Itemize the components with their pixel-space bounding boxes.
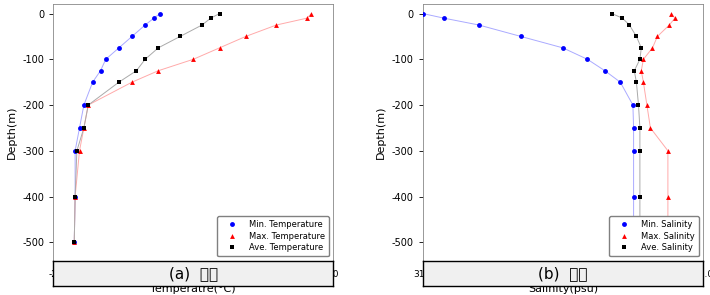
Max. Salinity (664, 240, 672, 244)
Legend: Min. Temperature, Max. Temperature, Ave. Temperature: Min. Temperature, Max. Temperature, Ave.… (217, 216, 329, 256)
Ave. Salinity (608, 12, 616, 15)
Max. Salinity (646, 126, 655, 130)
Max. Salinity (667, 12, 676, 15)
Max. Salinity (643, 103, 651, 107)
Ave. Salinity (635, 195, 644, 198)
X-axis label: Temperatre(°C): Temperatre(°C) (151, 284, 236, 294)
Ave. Salinity (637, 46, 645, 50)
Ave. Temperature (80, 126, 88, 130)
Max. Temperature (272, 23, 280, 27)
Legend: Min. Salinity, Max. Salinity, Ave. Salinity: Min. Salinity, Max. Salinity, Ave. Salin… (609, 216, 699, 256)
Min. Salinity (629, 149, 638, 153)
Max. Temperature (128, 81, 136, 84)
Max. Salinity (671, 17, 679, 20)
Ave. Temperature (215, 12, 224, 15)
Ave. Temperature (70, 240, 79, 244)
Line: Min. Temperature: Min. Temperature (72, 11, 163, 245)
Min. Salinity (439, 17, 448, 20)
Max. Temperature (71, 195, 80, 198)
Line: Min. Salinity: Min. Salinity (420, 11, 636, 245)
Ave. Salinity (632, 81, 640, 84)
Min. Temperature (128, 35, 136, 38)
Min. Salinity (629, 195, 638, 198)
Ave. Temperature (141, 58, 149, 61)
Max. Temperature (241, 35, 250, 38)
Min. Salinity (474, 23, 483, 27)
Ave. Salinity (635, 58, 644, 61)
Min. Salinity (583, 58, 591, 61)
Min. Temperature (71, 149, 80, 153)
Max. Salinity (639, 58, 648, 61)
Ave. Salinity (635, 240, 644, 244)
Ave. Temperature (84, 103, 92, 107)
Min. Salinity (559, 46, 567, 50)
Min. Temperature (70, 240, 79, 244)
Max. Salinity (648, 46, 657, 50)
Min. Salinity (517, 35, 525, 38)
Text: (b)  하계: (b) 하계 (538, 266, 588, 281)
Min. Temperature (97, 69, 105, 73)
Y-axis label: Depth(m): Depth(m) (6, 106, 16, 159)
Ave. Salinity (618, 17, 627, 20)
Text: (a)  동계: (a) 동계 (169, 266, 218, 281)
Min. Salinity (629, 126, 638, 130)
Ave. Salinity (635, 126, 644, 130)
Min. Salinity (419, 12, 427, 15)
Min. Salinity (628, 103, 637, 107)
Min. Temperature (80, 103, 88, 107)
Min. Temperature (88, 81, 97, 84)
Max. Temperature (307, 12, 316, 15)
Min. Temperature (114, 46, 123, 50)
Ave. Temperature (72, 149, 81, 153)
Max. Salinity (665, 23, 674, 27)
Ave. Salinity (635, 149, 644, 153)
Ave. Temperature (176, 35, 185, 38)
Max. Temperature (302, 17, 311, 20)
Min. Temperature (141, 23, 149, 27)
Ave. Temperature (198, 23, 207, 27)
Ave. Temperature (114, 81, 123, 84)
Max. Salinity (653, 35, 662, 38)
Min. Temperature (75, 126, 84, 130)
Max. Temperature (189, 58, 197, 61)
Ave. Temperature (154, 46, 163, 50)
Line: Max. Salinity: Max. Salinity (639, 11, 677, 245)
Max. Temperature (215, 46, 224, 50)
Max. Salinity (639, 81, 648, 84)
Line: Ave. Temperature: Ave. Temperature (72, 11, 222, 245)
Max. Salinity (637, 69, 645, 73)
Line: Ave. Salinity: Ave. Salinity (609, 11, 644, 245)
Max. Temperature (80, 126, 88, 130)
Max. Temperature (70, 240, 79, 244)
Ave. Salinity (630, 69, 638, 73)
Max. Temperature (75, 149, 84, 153)
Max. Salinity (664, 149, 672, 153)
Ave. Temperature (71, 195, 80, 198)
Min. Temperature (155, 12, 164, 15)
Min. Salinity (601, 69, 609, 73)
Ave. Temperature (132, 69, 141, 73)
Ave. Salinity (632, 35, 640, 38)
Line: Max. Temperature: Max. Temperature (72, 11, 314, 245)
Min. Salinity (629, 240, 638, 244)
X-axis label: Salinity(psu): Salinity(psu) (528, 284, 598, 294)
Max. Temperature (154, 69, 163, 73)
Ave. Temperature (207, 17, 215, 20)
Min. Temperature (71, 195, 80, 198)
Min. Temperature (150, 17, 158, 20)
Min. Salinity (616, 81, 625, 84)
Ave. Salinity (625, 23, 633, 27)
Y-axis label: Depth(m): Depth(m) (376, 106, 386, 159)
Min. Temperature (102, 58, 110, 61)
Ave. Salinity (634, 103, 643, 107)
Max. Temperature (84, 103, 92, 107)
Max. Salinity (664, 195, 672, 198)
